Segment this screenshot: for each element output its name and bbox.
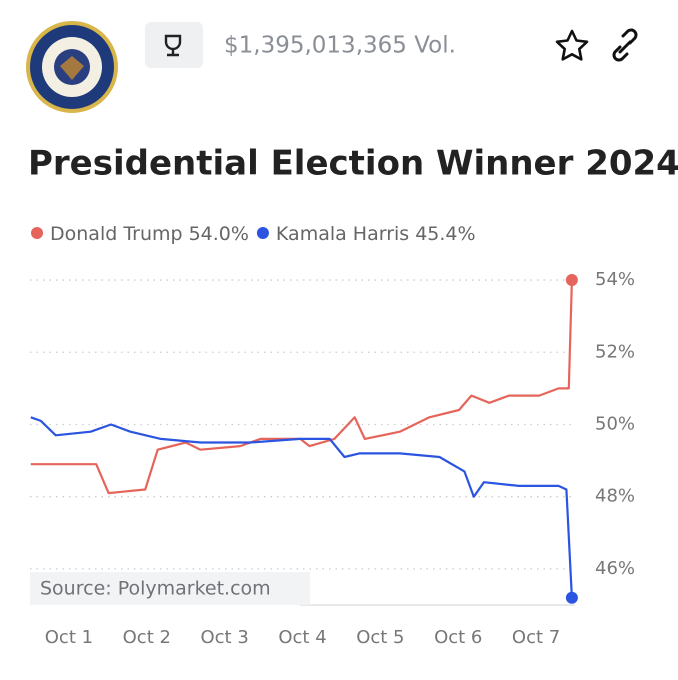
y-tick-label: 54% <box>595 269 635 290</box>
x-tick-label: Oct 6 <box>434 627 482 648</box>
legend-name: Donald Trump <box>50 223 183 245</box>
end-dot <box>565 274 578 287</box>
legend-label: Kamala Harris 45.4% <box>276 223 476 245</box>
y-tick-label: 46% <box>595 558 635 579</box>
trophy-button[interactable] <box>145 22 203 68</box>
chart-title: Presidential Election Winner 2024 <box>28 144 678 184</box>
y-tick-label: 48% <box>595 486 635 507</box>
end-dot <box>565 591 578 604</box>
x-tick-label: Oct 3 <box>200 627 248 648</box>
legend-value: 54.0% <box>189 223 249 245</box>
y-tick-label: 52% <box>595 341 635 362</box>
legend-label: Donald Trump 54.0% <box>50 223 249 245</box>
plot: 46% 48% 50% 52% 54% Oct 1 Oct 2 Oct 3 Oct 4 Oct 5… <box>30 269 635 648</box>
x-tick-label: Oct 1 <box>45 627 93 648</box>
x-tick-label: Oct 2 <box>123 627 171 648</box>
series-line <box>30 416 573 598</box>
x-tick-label: Oct 5 <box>356 627 404 648</box>
legend-value: 45.4% <box>415 223 475 245</box>
star-button[interactable] <box>555 29 589 61</box>
link-button[interactable] <box>612 28 638 62</box>
seal <box>26 21 118 113</box>
legend-marker <box>256 227 269 239</box>
y-tick-label: 50% <box>595 413 635 434</box>
x-tick-label: Oct 7 <box>512 627 560 648</box>
volume: $1,395,013,365 Vol. <box>224 33 456 59</box>
legend-name: Kamala Harris <box>276 223 409 245</box>
legend: Donald Trump 54.0% Kamala Harris 45.4% <box>31 223 476 245</box>
x-tick-label: Oct 4 <box>278 627 326 648</box>
source-box <box>30 572 310 605</box>
series-line <box>30 280 573 495</box>
source-note: Source: Polymarket.com <box>40 578 271 600</box>
legend-marker <box>31 227 43 239</box>
